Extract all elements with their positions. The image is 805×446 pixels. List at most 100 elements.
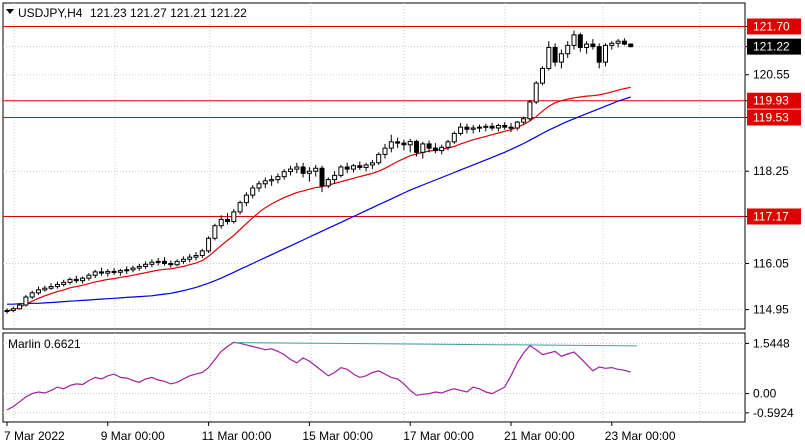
candle-bull: [546, 46, 552, 69]
candle-bear: [300, 166, 306, 174]
candle-bull: [540, 67, 545, 84]
candle-bull: [117, 270, 123, 273]
candle-bull: [495, 124, 501, 129]
candle-bull: [483, 125, 489, 128]
candle-bear: [432, 147, 438, 152]
candle-bear: [596, 46, 602, 63]
triangle-down-icon[interactable]: [6, 9, 14, 14]
candle-bull: [313, 167, 319, 172]
candle-bear: [344, 166, 350, 170]
candle-bull: [136, 265, 142, 269]
level-price-tag[interactable]: [747, 208, 801, 225]
oscillator-lines: [6, 341, 638, 411]
candle-bull: [36, 289, 41, 294]
candle-bull: [86, 274, 92, 279]
candle-bull: [533, 82, 539, 103]
candle-bear: [395, 141, 401, 144]
candle-bull: [143, 263, 149, 267]
candle-bull: [420, 143, 426, 153]
price-axis-label: 116.05: [753, 256, 789, 270]
time-axis-label: 9 Mar 00:00: [101, 429, 165, 443]
level-price-tag[interactable]: [747, 109, 801, 126]
candle-bear: [225, 218, 230, 223]
price-pane[interactable]: 121.70 121.22 120.55 119.93 119.53 118.25 117.…: [2, 2, 801, 330]
time-axis-label: 11 Mar 00:00: [202, 429, 272, 443]
ohlc-values: 121.23 121.27 121.21 121.22: [90, 6, 247, 20]
candle-bear: [577, 34, 583, 48]
candle-bull: [243, 194, 249, 204]
candle-bull: [237, 202, 243, 213]
candle-bull: [155, 260, 161, 263]
candle-bull: [17, 304, 23, 310]
candle-bull: [42, 287, 48, 291]
time-axis-label: 17 Mar 00:00: [403, 429, 474, 443]
oscillator-axis-label: 1.5448: [753, 336, 790, 350]
candle-bull: [514, 121, 520, 129]
candle-bear: [73, 278, 79, 282]
candle-bull: [615, 40, 621, 44]
candle-bull: [382, 147, 388, 155]
candle-bull: [250, 187, 256, 196]
candle-bull: [206, 237, 212, 252]
candle-bull: [332, 174, 338, 181]
oscillator-axis-label: -0.5924: [753, 406, 794, 420]
candle-bear: [590, 43, 596, 48]
candle-bull: [174, 260, 180, 266]
candle-bull: [48, 286, 54, 289]
price-axis-label: 118.25: [753, 164, 789, 178]
level-price-label: 121.70: [753, 19, 790, 33]
candle-bull: [306, 170, 312, 174]
candle-bear: [111, 270, 117, 273]
current-price-tag[interactable]: [747, 38, 801, 55]
candle-bear: [621, 40, 627, 45]
candle-bull: [477, 126, 482, 129]
oscillator-axis[interactable]: 1.5448 0.00 -0.5924: [745, 336, 794, 420]
candle-bear: [319, 167, 325, 187]
candle-bull: [558, 53, 564, 63]
horizontal-levels[interactable]: [3, 25, 745, 217]
candle-bull: [212, 225, 218, 239]
candle-bull: [281, 171, 287, 178]
candle-bull: [603, 44, 608, 63]
marlin-trendline: [233, 342, 638, 347]
oscillator-axis-label: 0.00: [753, 387, 777, 401]
candle-bull: [521, 118, 527, 123]
candle-bull: [288, 168, 293, 173]
time-axis-label: 23 Mar 00:00: [605, 429, 676, 443]
candle-bull: [262, 180, 268, 185]
candle-bull: [445, 141, 451, 148]
candle-bull: [351, 165, 356, 170]
candle-bull: [29, 292, 35, 298]
candle-bull: [470, 127, 476, 130]
candle-bull: [80, 277, 86, 282]
candle-bull: [609, 42, 615, 46]
candle-bear: [401, 142, 407, 146]
candle-bull: [439, 146, 445, 152]
candle-bull: [458, 126, 464, 134]
candle-bull: [376, 153, 382, 164]
oscillator-title: Marlin 0.6621: [8, 337, 81, 351]
candle-bear: [426, 143, 432, 149]
time-axis[interactable]: 7 Mar 2022 9 Mar 00:00 11 Mar 00:00 15 Mar …: [4, 422, 676, 443]
price-axis[interactable]: 121.70 121.22 120.55 119.93 119.53 118.25 117.…: [745, 18, 801, 317]
candle-bear: [628, 43, 634, 48]
level-price-tag[interactable]: [747, 18, 801, 35]
candle-bull: [124, 269, 130, 272]
candle-bear: [552, 46, 558, 63]
time-axis-label: 15 Mar 00:00: [302, 429, 373, 443]
price-axis-label: 120.55: [753, 68, 790, 82]
candle-bull: [407, 140, 413, 146]
level-price-label: 117.17: [753, 209, 789, 223]
candle-bull: [451, 132, 457, 143]
candle-bull: [149, 261, 155, 265]
candle-bull: [571, 34, 577, 46]
candle-bull: [193, 255, 199, 258]
candle-bear: [502, 124, 508, 128]
level-price-tag[interactable]: [747, 92, 801, 109]
oscillator-pane[interactable]: 1.5448 0.00 -0.5924 Marlin 0.6621: [2, 332, 794, 423]
candle-bull: [584, 43, 590, 48]
moving-average-slow: [7, 96, 631, 305]
candle-bull: [325, 179, 331, 187]
oscillator-grid: [3, 333, 745, 422]
